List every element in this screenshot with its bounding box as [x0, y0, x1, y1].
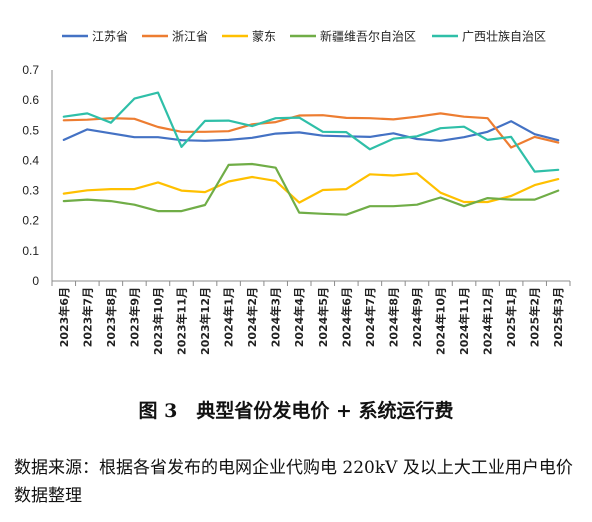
y-tick-label: 0.7 — [22, 63, 39, 77]
y-tick-label: 0 — [32, 274, 39, 288]
legend: 江苏省 浙江省 蒙东 新疆维吾尔自治区 广西壮族自治区 — [62, 29, 546, 44]
x-tick-label: 2024年8月 — [386, 287, 400, 347]
legend-item-label: 浙江省 — [172, 30, 208, 44]
x-tick-label: 2023年11月 — [175, 287, 189, 355]
x-tick-label: 2025年3月 — [551, 287, 565, 347]
x-tick-label: 2025年1月 — [504, 287, 518, 347]
series-line-4 — [62, 91, 560, 173]
y-tick-label: 0.1 — [22, 244, 39, 258]
plot-lines — [62, 91, 560, 216]
source-note: 数据来源：根据各省发布的电网企业代购电 220kV 及以上大工业用户电价数据整理 — [14, 458, 573, 506]
x-tick-label: 2023年6月 — [57, 287, 71, 347]
x-tick-label: 2024年3月 — [269, 287, 283, 347]
x-tick-label: 2023年9月 — [127, 287, 141, 347]
y-tick-label: 0.4 — [22, 153, 39, 167]
x-tick-label: 2024年12月 — [481, 287, 495, 355]
y-tick-label: 0.2 — [22, 214, 39, 228]
x-tick-label: 2024年10月 — [434, 287, 448, 355]
x-tick-label: 2024年4月 — [292, 287, 306, 347]
x-tick-label: 2024年11月 — [457, 287, 471, 355]
y-axis: 0 0.1 0.2 0.3 0.4 0.5 0.6 0.7 — [22, 63, 53, 288]
x-tick-label: 2023年7月 — [80, 287, 94, 347]
legend-item-label: 广西壮族自治区 — [462, 30, 546, 44]
x-tick-label: 2024年6月 — [339, 287, 353, 347]
x-tick-label: 2024年5月 — [316, 287, 330, 347]
series-line-3 — [62, 162, 560, 216]
legend-item-label: 蒙东 — [252, 30, 276, 44]
x-axis: 2023年6月 2023年7月 2023年8月 2023年9月 2023年10月 2023… — [51, 280, 571, 355]
line-chart: 江苏省 浙江省 蒙东 新疆维吾尔自治区 广西壮族自治区 0 0.1 0.2 0.3 0.4 0.5… — [22, 29, 571, 355]
x-tick-label: 2025年2月 — [528, 287, 542, 347]
legend-item-label: 江苏省 — [92, 30, 128, 44]
y-tick-label: 0.3 — [22, 184, 39, 198]
x-tick-label: 2023年10月 — [151, 287, 165, 355]
series-line-1 — [62, 112, 560, 149]
x-tick-label: 2024年7月 — [363, 287, 377, 347]
legend-item-label: 新疆维吾尔自治区 — [320, 29, 416, 44]
x-tick-label: 2023年8月 — [104, 287, 118, 347]
x-tick-label: 2024年2月 — [245, 287, 259, 347]
y-tick-label: 0.5 — [22, 123, 39, 137]
y-tick-label: 0.6 — [22, 93, 39, 107]
x-tick-label: 2023年12月 — [198, 287, 212, 355]
x-tick-label: 2024年9月 — [410, 287, 424, 347]
x-tick-label: 2024年1月 — [222, 287, 236, 347]
figure-caption: 图 3 典型省份发电价 + 系统运行费 — [138, 400, 454, 422]
